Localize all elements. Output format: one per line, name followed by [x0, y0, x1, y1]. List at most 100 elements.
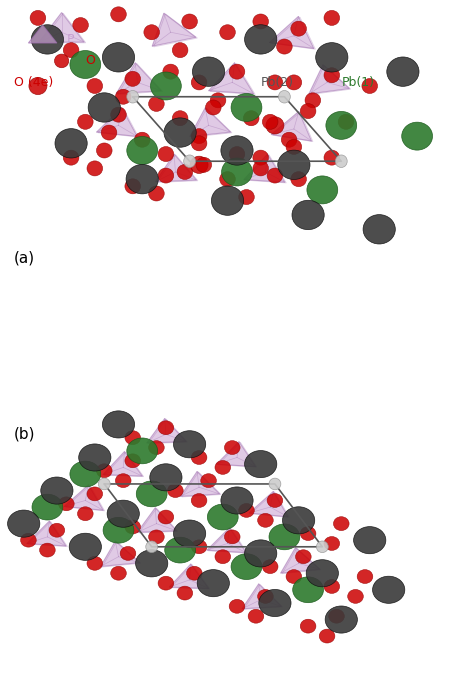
Ellipse shape [328, 609, 344, 623]
Polygon shape [152, 13, 196, 46]
Ellipse shape [286, 75, 301, 90]
Ellipse shape [224, 530, 240, 544]
Ellipse shape [77, 114, 93, 130]
Ellipse shape [125, 520, 140, 534]
Ellipse shape [253, 14, 269, 29]
Ellipse shape [257, 513, 273, 527]
Polygon shape [147, 418, 186, 443]
Ellipse shape [245, 451, 277, 477]
Ellipse shape [305, 93, 321, 108]
Ellipse shape [97, 464, 112, 477]
Ellipse shape [115, 89, 131, 104]
Ellipse shape [191, 136, 207, 151]
Ellipse shape [32, 494, 63, 520]
Ellipse shape [182, 14, 197, 29]
Ellipse shape [253, 150, 269, 165]
Polygon shape [216, 442, 255, 466]
Ellipse shape [278, 90, 290, 103]
Ellipse shape [55, 129, 87, 158]
Ellipse shape [97, 143, 112, 158]
Ellipse shape [115, 474, 131, 488]
Ellipse shape [165, 537, 195, 563]
Ellipse shape [102, 411, 135, 438]
Ellipse shape [79, 444, 111, 471]
Ellipse shape [20, 533, 36, 547]
Ellipse shape [150, 464, 182, 491]
Ellipse shape [221, 158, 252, 186]
Ellipse shape [149, 96, 164, 112]
Ellipse shape [125, 71, 140, 86]
Ellipse shape [191, 493, 207, 507]
Ellipse shape [278, 150, 310, 180]
Ellipse shape [127, 438, 157, 464]
Ellipse shape [324, 579, 339, 593]
Text: Pb(2): Pb(2) [261, 76, 294, 89]
Ellipse shape [293, 577, 323, 603]
Ellipse shape [387, 57, 419, 86]
Ellipse shape [197, 570, 229, 597]
Ellipse shape [192, 57, 225, 86]
Ellipse shape [248, 609, 264, 623]
Polygon shape [281, 548, 320, 573]
Ellipse shape [324, 10, 339, 25]
Polygon shape [28, 25, 57, 43]
Ellipse shape [215, 550, 230, 564]
Ellipse shape [262, 114, 278, 130]
Polygon shape [269, 17, 314, 48]
Ellipse shape [127, 90, 138, 103]
Ellipse shape [110, 7, 126, 22]
Ellipse shape [146, 541, 157, 553]
Ellipse shape [267, 493, 283, 507]
Ellipse shape [137, 481, 167, 507]
Ellipse shape [316, 541, 328, 553]
Ellipse shape [229, 147, 245, 162]
Ellipse shape [191, 75, 207, 90]
Ellipse shape [87, 161, 102, 176]
Ellipse shape [158, 576, 173, 590]
Ellipse shape [231, 94, 262, 121]
Ellipse shape [158, 421, 173, 435]
Ellipse shape [286, 139, 301, 154]
Ellipse shape [347, 590, 363, 604]
Ellipse shape [291, 172, 306, 187]
Ellipse shape [73, 17, 88, 32]
Ellipse shape [173, 111, 188, 126]
Ellipse shape [125, 454, 140, 468]
Ellipse shape [31, 25, 64, 54]
Ellipse shape [296, 550, 311, 564]
Ellipse shape [301, 103, 316, 119]
Ellipse shape [158, 147, 173, 162]
Ellipse shape [316, 43, 348, 72]
Ellipse shape [149, 530, 164, 544]
Ellipse shape [276, 39, 292, 54]
Ellipse shape [245, 25, 277, 54]
Ellipse shape [126, 165, 158, 194]
Text: (a): (a) [14, 251, 36, 265]
Polygon shape [190, 107, 230, 136]
Ellipse shape [125, 431, 140, 444]
Text: P: P [66, 33, 74, 46]
Ellipse shape [63, 43, 79, 58]
Ellipse shape [191, 540, 207, 554]
Ellipse shape [262, 559, 278, 573]
Ellipse shape [291, 21, 306, 37]
Ellipse shape [238, 189, 254, 205]
Ellipse shape [173, 43, 188, 58]
Ellipse shape [102, 43, 135, 72]
Polygon shape [209, 63, 254, 94]
Ellipse shape [186, 566, 202, 580]
Ellipse shape [88, 93, 120, 122]
Ellipse shape [177, 165, 192, 180]
Ellipse shape [238, 504, 254, 517]
Polygon shape [271, 112, 311, 141]
Ellipse shape [191, 451, 207, 464]
Ellipse shape [324, 68, 339, 83]
Ellipse shape [40, 543, 55, 557]
Ellipse shape [87, 79, 102, 94]
Ellipse shape [201, 474, 216, 488]
Polygon shape [244, 154, 285, 183]
Ellipse shape [183, 155, 196, 167]
Ellipse shape [55, 54, 69, 68]
Ellipse shape [362, 79, 378, 94]
Ellipse shape [125, 178, 140, 194]
